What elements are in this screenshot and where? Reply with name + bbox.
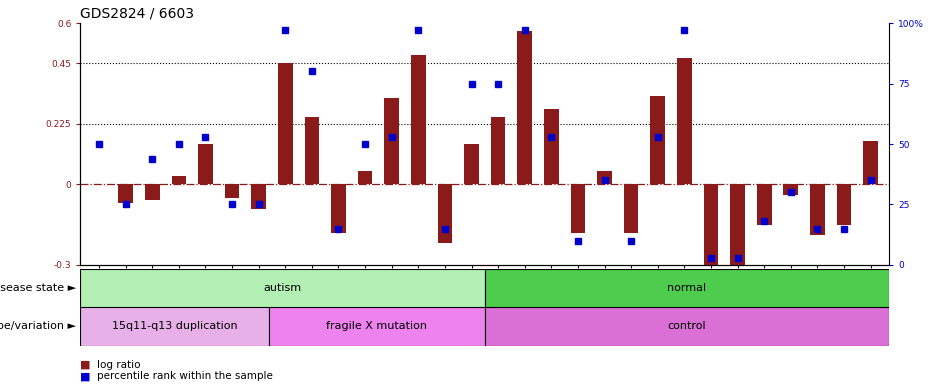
Bar (464, 144, 479, 184)
Text: fragile X mutation: fragile X mutation (326, 321, 428, 331)
Text: control: control (668, 321, 707, 331)
Bar (305, 117, 319, 184)
FancyBboxPatch shape (80, 307, 269, 346)
Bar (570, 184, 586, 233)
Text: disease state ►: disease state ► (0, 283, 76, 293)
Bar (358, 171, 373, 184)
Bar (225, 184, 239, 198)
Text: genotype/variation ►: genotype/variation ► (0, 321, 76, 331)
Bar (384, 98, 399, 184)
Bar (411, 55, 426, 184)
Bar (331, 184, 346, 233)
Bar (651, 96, 665, 184)
Bar (623, 184, 639, 233)
Bar (757, 184, 772, 225)
Bar (810, 184, 825, 235)
FancyBboxPatch shape (80, 269, 484, 307)
Text: normal: normal (668, 283, 707, 293)
Bar (491, 117, 505, 184)
Text: log ratio: log ratio (97, 360, 141, 370)
Bar (252, 184, 266, 209)
Bar (278, 63, 292, 184)
Bar (783, 184, 798, 195)
Bar (198, 144, 213, 184)
Text: percentile rank within the sample: percentile rank within the sample (97, 371, 273, 381)
Bar (544, 109, 559, 184)
Bar (677, 58, 692, 184)
Bar (864, 141, 878, 184)
Bar (704, 184, 718, 265)
Bar (118, 184, 133, 203)
Bar (171, 176, 186, 184)
Bar (836, 184, 851, 225)
Bar (438, 184, 452, 243)
Bar (517, 31, 532, 184)
Text: autism: autism (264, 283, 302, 293)
FancyBboxPatch shape (269, 307, 484, 346)
FancyBboxPatch shape (484, 269, 889, 307)
FancyBboxPatch shape (484, 307, 889, 346)
Text: GDS2824 / 6603: GDS2824 / 6603 (80, 7, 195, 20)
Bar (597, 171, 612, 184)
Text: ■: ■ (80, 371, 91, 381)
Text: 15q11-q13 duplication: 15q11-q13 duplication (112, 321, 237, 331)
Bar (145, 184, 160, 200)
Text: ■: ■ (80, 360, 91, 370)
Bar (730, 184, 745, 270)
